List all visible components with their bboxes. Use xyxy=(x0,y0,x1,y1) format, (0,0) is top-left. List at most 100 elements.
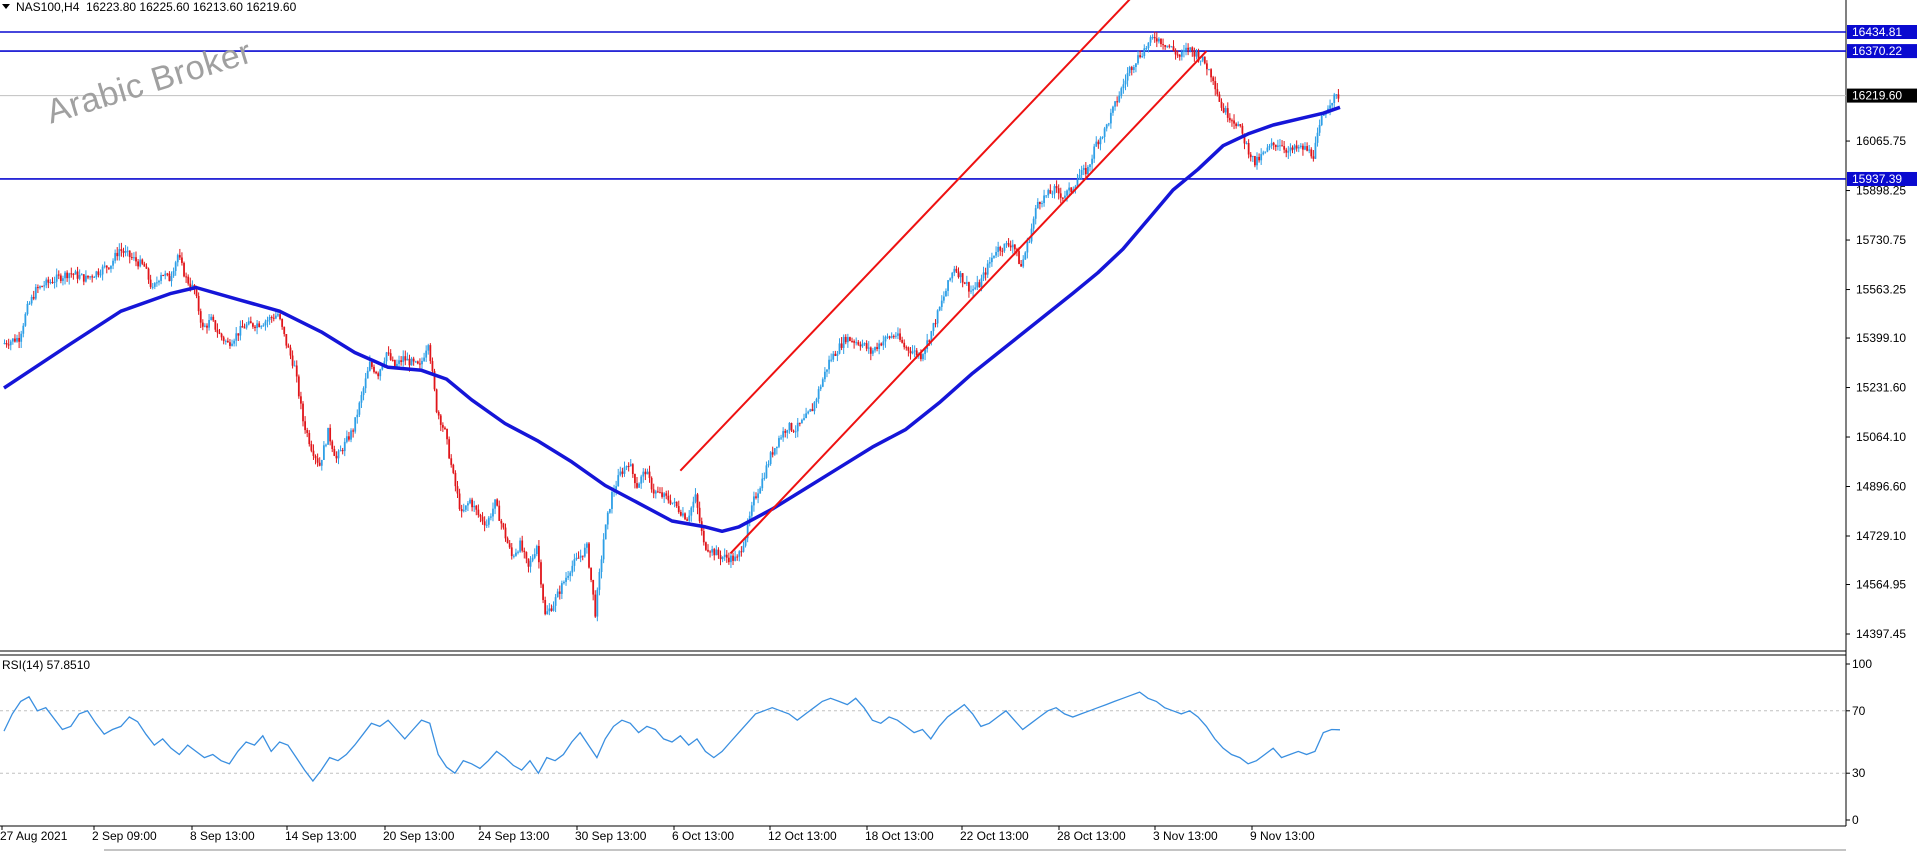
candle-body xyxy=(358,402,361,415)
candle xyxy=(838,338,841,355)
candle xyxy=(243,323,246,329)
candle xyxy=(901,336,904,344)
candle-body xyxy=(521,540,524,551)
candle-body xyxy=(1216,89,1219,95)
candle xyxy=(7,338,10,350)
candle xyxy=(147,267,150,284)
candle-body xyxy=(611,491,613,509)
candle xyxy=(690,506,693,522)
candle xyxy=(792,429,795,433)
candle-body xyxy=(1170,46,1173,48)
candle-body xyxy=(210,316,213,321)
candle xyxy=(458,488,461,511)
candle-body xyxy=(306,430,309,433)
candle-body xyxy=(884,336,887,342)
candle-body xyxy=(750,505,753,516)
candle xyxy=(836,350,839,362)
candle-body xyxy=(68,273,71,279)
candle xyxy=(1299,143,1302,149)
candle xyxy=(753,491,755,512)
candle-body xyxy=(1164,45,1167,47)
candle xyxy=(416,360,419,365)
candle-body xyxy=(87,275,89,278)
candle-body xyxy=(851,340,853,342)
candle-body xyxy=(270,317,273,319)
candle-body xyxy=(391,359,394,361)
candle-body xyxy=(1084,167,1087,175)
candle xyxy=(208,313,210,331)
candle xyxy=(1279,138,1281,152)
candle-body xyxy=(1297,147,1300,149)
candle xyxy=(322,441,325,460)
candle-body xyxy=(955,268,958,272)
candle xyxy=(1195,48,1198,60)
candle-body xyxy=(1206,63,1208,70)
candle-body xyxy=(130,257,133,259)
candle xyxy=(1237,121,1240,127)
candle-body xyxy=(897,333,899,336)
candle-body xyxy=(1178,54,1181,57)
candle-body xyxy=(487,517,490,525)
candle-body xyxy=(446,429,448,440)
candle xyxy=(878,339,881,355)
candle-body xyxy=(826,369,828,372)
candle xyxy=(811,403,814,412)
candle xyxy=(452,463,455,475)
candle-body xyxy=(252,323,254,327)
candle xyxy=(1239,124,1242,128)
candle xyxy=(47,276,50,289)
candle xyxy=(431,357,434,375)
candle xyxy=(306,427,309,438)
candle-body xyxy=(840,343,843,348)
candle xyxy=(464,505,467,513)
candle-body xyxy=(874,347,876,351)
candle xyxy=(1022,255,1025,269)
candle-body xyxy=(229,342,231,346)
candle-body xyxy=(1212,77,1215,82)
current-price-label: 16219.60 xyxy=(1852,89,1902,103)
candle-body xyxy=(1176,54,1179,56)
chart-menu-arrow-icon[interactable] xyxy=(2,4,10,9)
candle xyxy=(145,263,148,269)
candle xyxy=(11,338,14,345)
candle xyxy=(527,558,530,573)
candle xyxy=(999,245,1002,256)
candle-body xyxy=(995,251,997,256)
candle-body xyxy=(673,501,676,503)
candle xyxy=(1185,42,1187,56)
candle-body xyxy=(224,340,227,342)
candle-body xyxy=(546,611,549,615)
candle xyxy=(312,444,315,460)
candle xyxy=(141,258,144,266)
candle xyxy=(965,275,968,286)
candle-body xyxy=(857,342,860,345)
candle xyxy=(688,510,691,525)
time-tick-label: 6 Oct 13:00 xyxy=(672,829,734,843)
candle xyxy=(1053,184,1056,199)
candle-body xyxy=(999,246,1002,251)
channel-upper-line xyxy=(679,0,1131,472)
candle-body xyxy=(55,274,58,282)
candle-body xyxy=(1114,101,1116,107)
candle-body xyxy=(1231,120,1233,122)
candle-body xyxy=(721,556,724,560)
candle-body xyxy=(1333,94,1336,103)
candle-body xyxy=(128,250,131,258)
rsi-panel xyxy=(0,691,1846,783)
candle xyxy=(1116,96,1119,107)
candle-body xyxy=(483,521,486,526)
candle-body xyxy=(1049,190,1052,194)
candle xyxy=(1260,148,1263,165)
candle-body xyxy=(786,430,789,433)
candle xyxy=(9,339,12,351)
candle-body xyxy=(1191,47,1194,51)
candle xyxy=(521,535,524,553)
candle xyxy=(462,503,465,513)
candle-body xyxy=(139,259,142,267)
candle-body xyxy=(185,276,188,278)
candle-body xyxy=(293,365,296,367)
candle-body xyxy=(1032,218,1035,229)
candle-body xyxy=(371,361,373,367)
candle xyxy=(911,345,914,355)
